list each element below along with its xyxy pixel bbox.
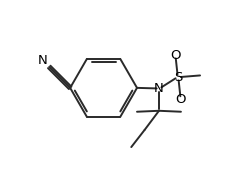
Text: N: N [153,82,163,95]
Text: O: O [169,49,180,62]
Text: O: O [175,93,185,106]
Text: N: N [38,54,47,67]
Text: S: S [173,71,181,84]
